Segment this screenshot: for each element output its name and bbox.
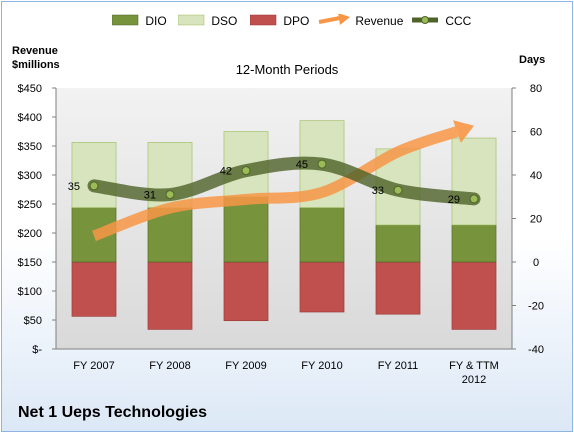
right-tick-label: 80 [530,83,542,95]
legend-label-dso: DSO [211,14,238,28]
legend-label-dio: DIO [145,14,167,28]
left-tick-label: $- [32,344,42,356]
legend-swatch-dpo [249,14,277,26]
left-tick-label: $450 [18,83,42,95]
legend-swatch-dio [111,14,139,26]
revenue-line [92,126,459,242]
left-tick-label: $400 [18,112,42,124]
dso-bar [71,142,117,208]
left-axis-title: Revenue $millions [12,45,60,71]
dio-bar [299,207,345,263]
ccc-point [317,159,327,169]
ccc-point [165,190,175,200]
legend-label-dpo: DPO [283,14,310,28]
ccc-data-label: 31 [144,190,156,202]
legend-item-ccc: CCC [412,14,471,28]
right-tick-label: -20 [528,301,544,313]
legend-label-revenue: Revenue [355,14,404,28]
ccc-data-label: 35 [68,181,80,193]
x-tick-label: FY 2007 [73,360,114,372]
legend-item-dpo: DPO [249,14,310,28]
ccc-point [89,181,99,191]
ccc-data-label: 33 [372,185,384,197]
dpo-bar [71,261,117,317]
dso-bar [451,137,497,226]
legend-swatch-revenue [318,13,350,25]
dpo-bar [451,261,497,330]
ccc-data-label: 45 [296,159,308,171]
revenue-arrowhead [453,120,474,143]
right-tick-label: 0 [533,257,539,269]
x-tick-label: FY 2010 [301,360,342,372]
x-tick-label: 2012 [462,374,486,386]
left-tick-label: $300 [18,170,42,182]
ccc-point [393,185,403,195]
right-axis-title: Days [519,54,546,66]
legend-item-dso: DSO [177,14,238,28]
left-tick-label: $350 [18,141,42,153]
ccc-point [469,194,479,204]
right-tick-label: -40 [528,344,544,356]
legend-swatch-ccc [412,16,438,24]
legend-swatch-dso [177,14,205,26]
legend-item-revenue: Revenue [318,13,404,28]
legend-item-dio: DIO [111,14,167,28]
chart-title: 12-Month Periods [235,62,339,77]
company-name: Net 1 Ueps Technologies [18,404,208,421]
dio-bar [375,224,421,263]
dio-bar [223,196,269,263]
right-tick-label: 20 [530,214,542,226]
left-tick-label: $100 [18,286,42,298]
x-tick-label: FY & TTM [449,360,499,372]
right-tick-label: 60 [530,127,542,139]
left-tick-label: $250 [18,199,42,211]
right-tick-label: 40 [530,170,542,182]
legend-label-ccc: CCC [445,14,472,28]
ccc-data-label: 29 [448,194,460,206]
dpo-bar [147,261,193,330]
x-tick-label: FY 2008 [149,360,190,372]
dio-bar [451,224,497,263]
x-tick-label: FY 2009 [225,360,266,372]
ccc-data-label: 42 [220,166,232,178]
left-tick-label: $150 [18,257,42,269]
left-tick-label: $50 [24,315,42,327]
left-tick-label: $200 [18,228,42,240]
ccc-point [241,166,251,176]
dpo-bar [375,261,421,315]
dpo-bar [299,261,345,313]
x-tick-label: FY 2011 [378,360,419,372]
dpo-bar [223,261,269,322]
